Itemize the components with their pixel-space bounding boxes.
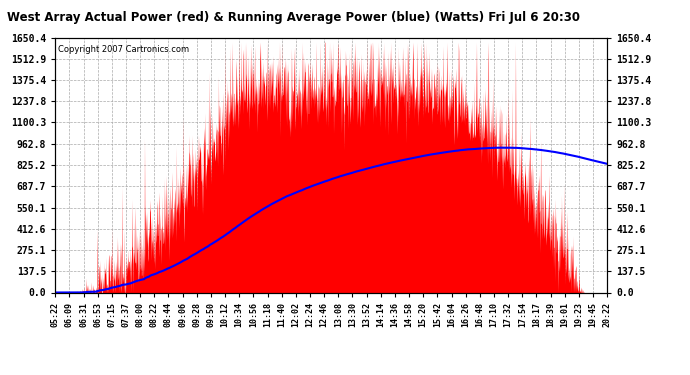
Text: West Array Actual Power (red) & Running Average Power (blue) (Watts) Fri Jul 6 2: West Array Actual Power (red) & Running … bbox=[7, 11, 580, 24]
Text: Copyright 2007 Cartronics.com: Copyright 2007 Cartronics.com bbox=[58, 45, 189, 54]
